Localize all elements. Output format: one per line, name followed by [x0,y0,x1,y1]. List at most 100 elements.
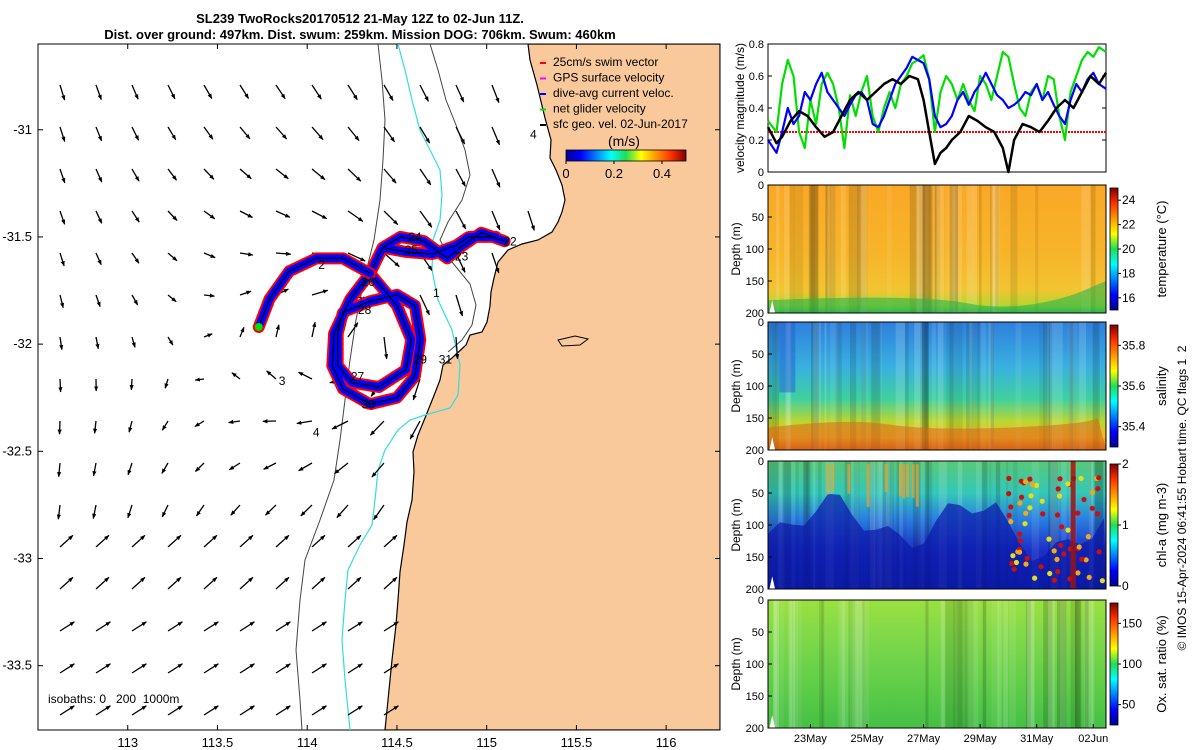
temperature-texture [990,185,993,313]
salinity-seafloor [768,437,776,450]
oxygen-texture [789,600,798,728]
colorbar-tick-label: 0.2 [605,166,623,181]
temperature-y-tick-label: 0 [758,180,764,192]
temperature-y-tick-label: 200 [746,308,764,320]
temperature-texture [916,185,920,313]
velocity-vector [491,252,500,274]
oxygen-texture [940,600,943,728]
temperature-texture [966,185,972,313]
velocity-vector [131,84,139,100]
velocity-vector [300,504,313,517]
chl-sample-dot [1017,549,1023,555]
temperature-texture [789,185,795,313]
day-label: 26 [362,275,376,289]
legend-entry-label: sfc geo. vel. 02-Jun-2017 [553,117,688,131]
temperature-texture [971,185,977,313]
salinity-texture [813,322,822,450]
salinity-deep-band [768,418,1106,450]
velocity-vector [491,84,500,104]
oxygen-y-tick-label: 50 [752,627,764,639]
chl-surface-patch [915,464,919,507]
velocity-vector [311,663,327,674]
chl-sample-dot [1075,510,1081,516]
oxygen-texture [841,600,845,728]
chl-sample-dot [1055,569,1061,575]
velocity-vector [167,663,183,674]
velocity-panel: 0 0.2 0.4 0.6 0.8 velocity magnitude (m/s) [733,39,1108,179]
temperature-texture [995,185,999,313]
salinity-y-tick-label: 100 [746,381,764,393]
salinity-texture [946,322,956,450]
velocity-vector [347,663,363,674]
velocity-vector [311,576,326,590]
oxygen-texture [1027,600,1032,728]
salinity-texture [774,322,779,450]
oxygen-texture [860,600,870,728]
velocity-vector [298,371,313,380]
day-label: 31 [439,352,453,366]
velocity-vector [383,252,400,268]
velocity-vector [347,621,363,632]
map-y-axis: -31 -31.5 -32 -32.5 -33 -33.5 [2,122,720,673]
chlorophyll-texture [896,461,900,589]
chl-sample-dot [1006,491,1012,497]
temperature-colorbar-label: temperature (°C) [1154,201,1169,298]
chl-sample-dot [1055,486,1061,492]
salinity-texture [879,322,882,450]
temperature-texture [859,185,868,313]
temperature-texture [848,185,858,313]
velocity-vector [131,336,136,348]
chl-sample-dot [1010,553,1016,559]
map-x-tick-label: 113 [117,735,138,750]
velocity-vector [298,462,313,472]
velocity-vector [167,126,177,141]
temperature-texture [952,185,963,313]
salinity-texture [977,322,981,450]
velocity-vector [59,168,66,184]
velocity-vector [347,84,358,101]
time-x-axis: 23May 25May 27May 29May 31May 02Jun [794,724,1108,745]
chl-sample-dot [1013,559,1020,566]
velocity-vector [383,576,398,590]
velocity-vector [59,294,65,309]
velocity-vector [263,462,277,470]
velocity-y-tick-label: 0.8 [749,39,764,51]
velocity-vector [203,293,216,298]
time-x-tick-label: 27May [907,733,941,745]
chlorophyll-texture [889,461,894,589]
velocity-vector [383,210,399,226]
chl-sample-dot [1039,498,1045,504]
salinity-y-tick-label: 150 [746,413,764,425]
velocity-vector [419,210,433,228]
salinity-panel: 0 50 100 150 200 Depth (m) 35.4 35.6 35.8 salinit… [729,317,1169,457]
oxygen-texture [793,600,796,728]
velocity-vector [275,534,290,548]
velocity-vector [228,419,241,425]
oxygen-texture [852,600,860,728]
day-label: 2 [318,258,325,272]
map-x-tick-label: 115 [476,735,497,750]
salinity-texture [937,322,944,450]
salinity-texture [830,322,838,450]
velocity-vector [128,420,133,433]
velocity-vector [131,576,146,590]
velocity-y-axis: 0 0.2 0.4 0.6 0.8 [749,39,1106,179]
salinity-texture [811,322,819,450]
velocity-vector [311,621,327,632]
chl-sample-dot [1054,556,1060,563]
velocity-vector [92,504,97,520]
oxygen-texture [1009,600,1017,728]
chlorophyll-texture [925,461,930,589]
velocity-vector [127,504,133,519]
legend-entry-label: 25cm/s swim vector [553,55,658,69]
velocity-vector [59,663,75,674]
temperature-colorbar-tick-label: 22 [1122,218,1136,232]
chl-sample-dot [1008,504,1014,510]
velocity-vector [347,126,360,142]
chl-sample-dot [1089,505,1095,511]
temperature-texture [1035,185,1039,313]
velocity-vector [347,705,363,716]
temperature-texture [991,185,998,313]
chl-surface-patch [831,464,835,492]
